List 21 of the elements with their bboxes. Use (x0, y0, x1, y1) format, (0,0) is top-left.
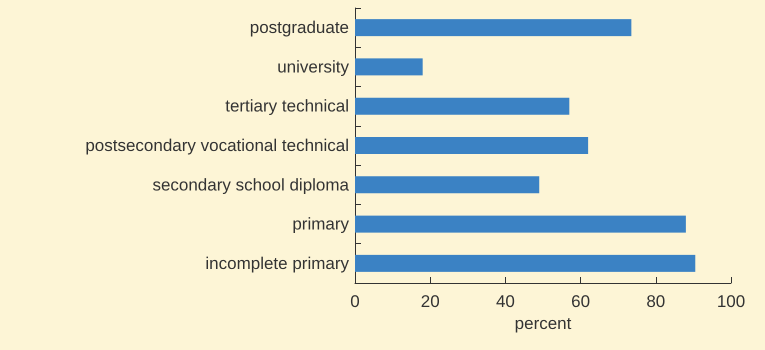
x-tick-label: 40 (496, 292, 515, 311)
bar (355, 19, 632, 36)
y-tick-label: postsecondary vocational technical (85, 136, 349, 155)
bar (355, 137, 588, 154)
bar (355, 176, 540, 194)
bar (355, 58, 423, 76)
x-tick-label: 60 (571, 292, 590, 311)
x-axis-title: percent (514, 314, 572, 333)
y-tick-label: incomplete primary (205, 254, 350, 273)
y-tick-label: postgraduate (250, 18, 349, 38)
x-tick-label: 0 (350, 292, 360, 311)
y-tick-label: university (277, 57, 350, 76)
y-tick-label: primary (292, 214, 350, 234)
x-tick-label: 80 (646, 292, 666, 311)
bar (355, 254, 696, 272)
y-tick-label: tertiary technical (225, 96, 349, 116)
x-tick-label: 100 (716, 292, 746, 311)
bar (355, 216, 686, 233)
x-tick-label: 20 (420, 292, 440, 311)
y-tick-label: secondary school diploma (152, 175, 350, 194)
bar (355, 98, 570, 115)
